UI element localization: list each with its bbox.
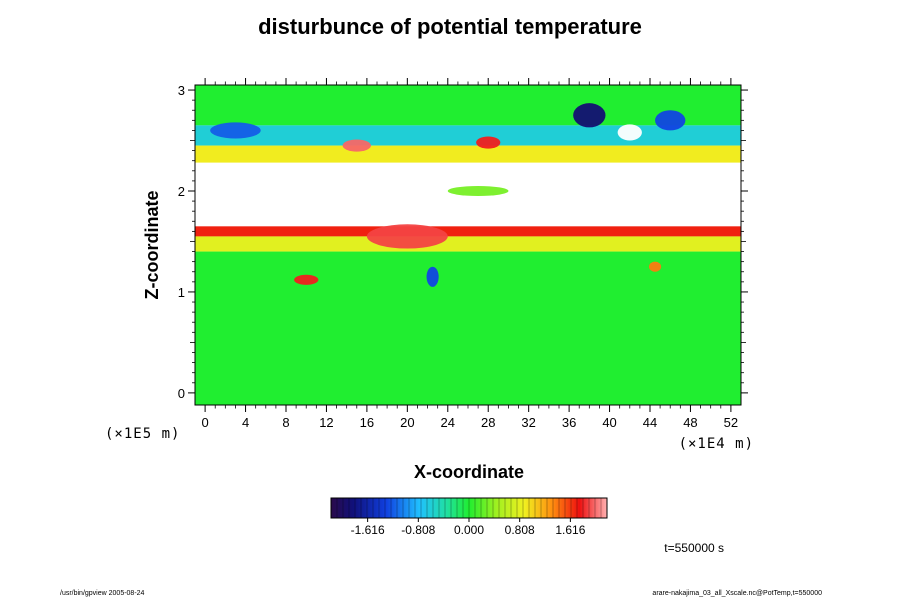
y-axis-title: Z-coordinate <box>142 190 162 299</box>
field-feature-5 <box>476 136 501 149</box>
field-band-5 <box>195 226 741 237</box>
x-tick-label: 16 <box>360 415 374 430</box>
chart-title: disturbunce of potential temperature <box>258 14 642 39</box>
field-band-7 <box>195 251 741 405</box>
x-tick-label: 4 <box>242 415 249 430</box>
x-tick-label: 8 <box>282 415 289 430</box>
field-feature-9 <box>366 224 448 249</box>
colorbar-tick-label: -0.808 <box>401 523 435 537</box>
x-tick-label: 28 <box>481 415 495 430</box>
field-feature-4 <box>342 139 371 152</box>
colorbar-stripes <box>336 498 602 518</box>
colorbar-tick-label: 1.616 <box>555 523 585 537</box>
field-band-1 <box>195 125 741 146</box>
field-feature-0 <box>573 103 606 128</box>
x-tick-label: 44 <box>643 415 657 430</box>
time-label: t=550000 s <box>664 541 724 555</box>
colorbar-ticks: -1.616 -0.808 0.000 0.808 1.616 <box>351 518 586 537</box>
x-tick-label: 0 <box>201 415 208 430</box>
field-band-2 <box>195 145 741 163</box>
field-band-0 <box>195 85 741 126</box>
field-feature-8 <box>648 261 662 272</box>
y-tick-label: 1 <box>178 285 185 300</box>
y-tick-label: 2 <box>178 184 185 199</box>
footer-source: arare-nakajima_03_all_Xscale.nc@PotTemp,… <box>652 590 822 597</box>
y-axis: 0 1 2 3 <box>178 83 748 401</box>
colorbar-tick-label: -1.616 <box>351 523 385 537</box>
colorbar-tick-label: 0.808 <box>505 523 535 537</box>
x-tick-label: 24 <box>441 415 455 430</box>
field-feature-6 <box>294 274 319 285</box>
x-tick-label: 40 <box>602 415 616 430</box>
y-tick-label: 3 <box>178 83 185 98</box>
x-tick-label: 36 <box>562 415 576 430</box>
colorbar-tick-label: 0.000 <box>454 523 484 537</box>
x-axis-unit: (×1E4 m) <box>679 436 754 452</box>
field-layer <box>195 85 741 405</box>
field-band-6 <box>195 236 741 252</box>
x-tick-label: 52 <box>724 415 738 430</box>
x-tick-label: 12 <box>319 415 333 430</box>
y-tick-label: 0 <box>178 386 185 401</box>
x-tick-label: 48 <box>683 415 697 430</box>
field-feature-10 <box>447 185 509 197</box>
footer-command: /usr/bin/gpview 2005-08-24 <box>60 590 145 597</box>
field-feature-3 <box>617 124 642 141</box>
field-band-4 <box>195 206 741 227</box>
field-feature-2 <box>655 110 686 131</box>
x-tick-label: 32 <box>521 415 535 430</box>
x-tick-label: 20 <box>400 415 414 430</box>
y-axis-unit: (×1E5 m) <box>105 426 180 442</box>
field-band-3 <box>195 162 741 207</box>
field-feature-1 <box>210 122 261 139</box>
x-axis: 0 4 8 12 16 20 24 28 32 36 40 44 48 52 <box>201 78 738 430</box>
x-axis-title: X-coordinate <box>414 462 524 482</box>
field-feature-7 <box>426 266 439 287</box>
